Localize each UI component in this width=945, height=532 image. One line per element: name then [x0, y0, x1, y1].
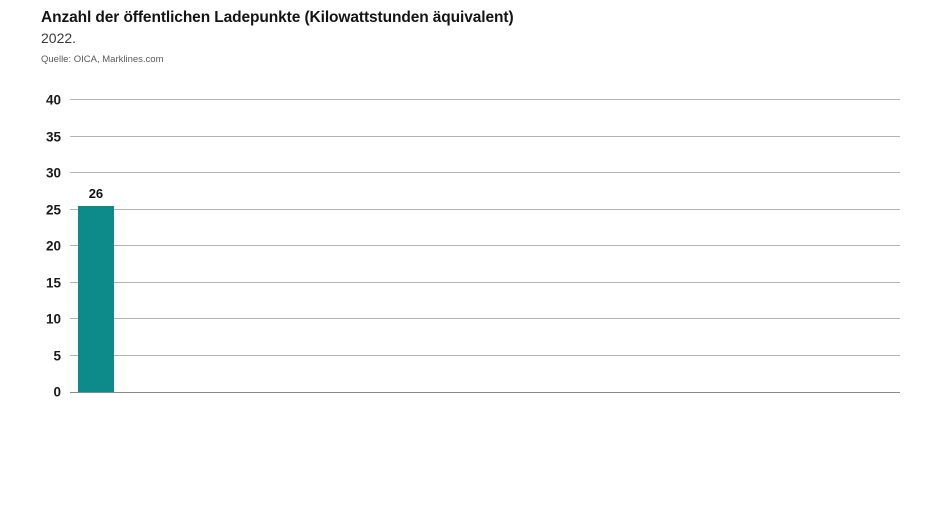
y-axis-tick-label: 30: [45, 165, 61, 181]
gridline: [70, 208, 900, 210]
y-axis-tick-label: 35: [45, 129, 61, 144]
page-title: Anzahl der öffentlichen Ladepunkte (Kilo…: [41, 9, 514, 26]
y-axis-tick-label: 25: [45, 202, 61, 217]
y-axis-tick-label: 0: [53, 384, 61, 400]
gridline: [70, 245, 900, 246]
gridline: [70, 318, 900, 319]
x-axis-categories: [70, 394, 900, 532]
y-axis-tick-label: 20: [45, 238, 61, 254]
gridline: [70, 135, 900, 137]
y-axis-tick-label: 15: [45, 275, 61, 290]
y-axis-tick-label: 40: [45, 92, 61, 108]
y-axis-tick-label: 5: [53, 348, 61, 363]
bar-group[interactable]: 26: [77, 100, 114, 392]
chart-subtitle: 2022.: [41, 30, 77, 47]
gridline: [70, 354, 900, 356]
chart-source: Quelle: OICA, Marklines.com: [41, 54, 164, 66]
plot-area: 0 5 10 15 20 25 30 35 40 26: [46, 93, 900, 400]
bar-value-label: 26: [88, 185, 104, 201]
bar[interactable]: [77, 205, 114, 392]
gridline: [70, 281, 900, 283]
gridline: [70, 172, 900, 173]
gridline: [70, 99, 900, 100]
y-axis-tick-label: 10: [45, 311, 61, 327]
x-axis-baseline: [70, 391, 900, 393]
chart-header: Anzahl der öffentlichen Ladepunkte (Kilo…: [41, 8, 935, 66]
